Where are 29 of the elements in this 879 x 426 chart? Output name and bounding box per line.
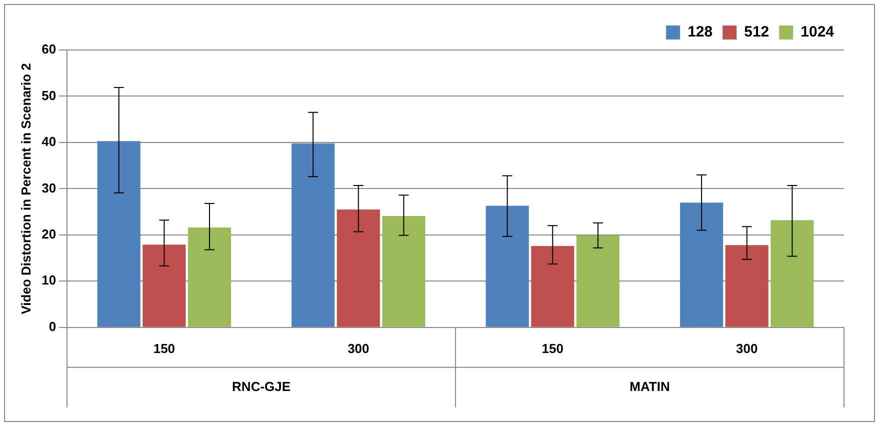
bar — [576, 235, 620, 327]
x-tick-label: 300 — [348, 340, 370, 356]
y-tick-label: 20 — [42, 226, 56, 242]
y-tick-label: 50 — [42, 88, 56, 103]
y-tick-label: 10 — [42, 272, 56, 288]
text: MATIN — [630, 378, 670, 394]
bar — [142, 244, 186, 327]
x-tick-label: 150 — [153, 340, 176, 356]
bar — [531, 246, 574, 327]
bar — [97, 141, 140, 327]
legend-label: 128 — [688, 24, 713, 41]
legend-label: 512 — [744, 24, 770, 41]
y-tick-label: 60 — [42, 42, 56, 57]
bar — [336, 210, 380, 327]
y-tick-label: 30 — [42, 180, 56, 196]
text: RNC-GJE — [232, 378, 291, 394]
bar — [292, 143, 335, 327]
bar — [382, 216, 426, 327]
y-tick-label: 0 — [48, 318, 56, 334]
x-tick-label: 150 — [542, 340, 564, 356]
x-tick-label: 300 — [736, 340, 758, 356]
bar — [486, 206, 529, 327]
bar — [188, 228, 232, 327]
y-tick-label: 40 — [42, 134, 56, 150]
y-axis-title: Video Distortion in Percent in Scenario 2 — [18, 63, 34, 314]
bar — [725, 245, 768, 327]
bar — [680, 202, 724, 327]
legend-label: 1024 — [800, 24, 835, 41]
bar — [770, 220, 814, 327]
